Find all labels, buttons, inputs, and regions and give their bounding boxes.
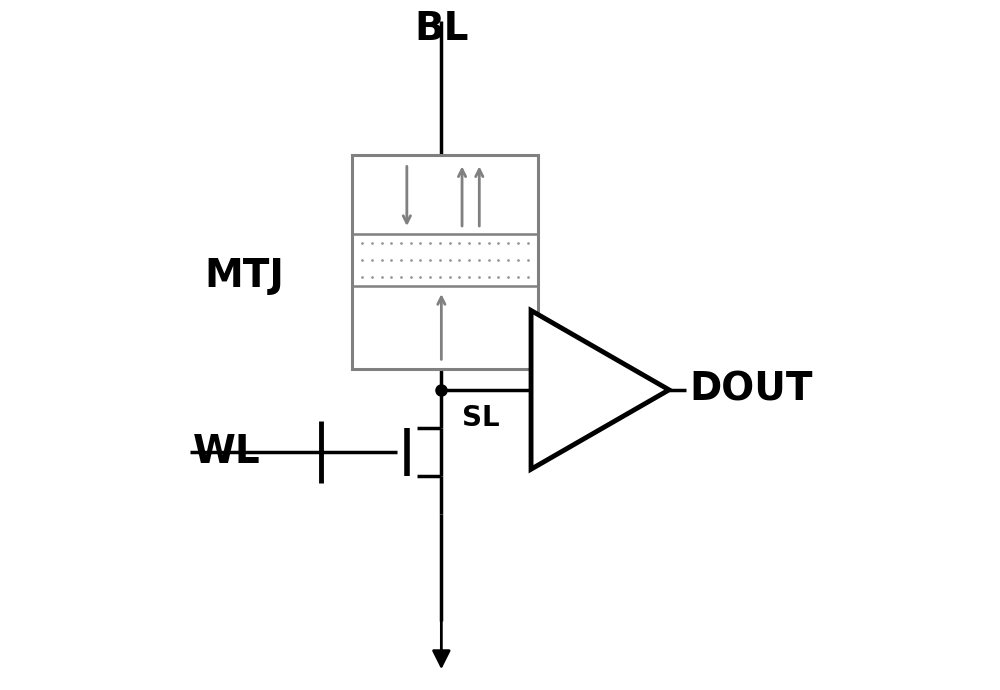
Text: MTJ: MTJ — [205, 257, 285, 295]
Text: DOUT: DOUT — [690, 371, 813, 409]
Bar — [352, 155, 538, 369]
Polygon shape — [531, 310, 669, 469]
Text: BL: BL — [414, 10, 469, 48]
Text: WL: WL — [193, 433, 261, 471]
Text: SL: SL — [462, 404, 500, 432]
Text: buf: buf — [573, 378, 613, 402]
